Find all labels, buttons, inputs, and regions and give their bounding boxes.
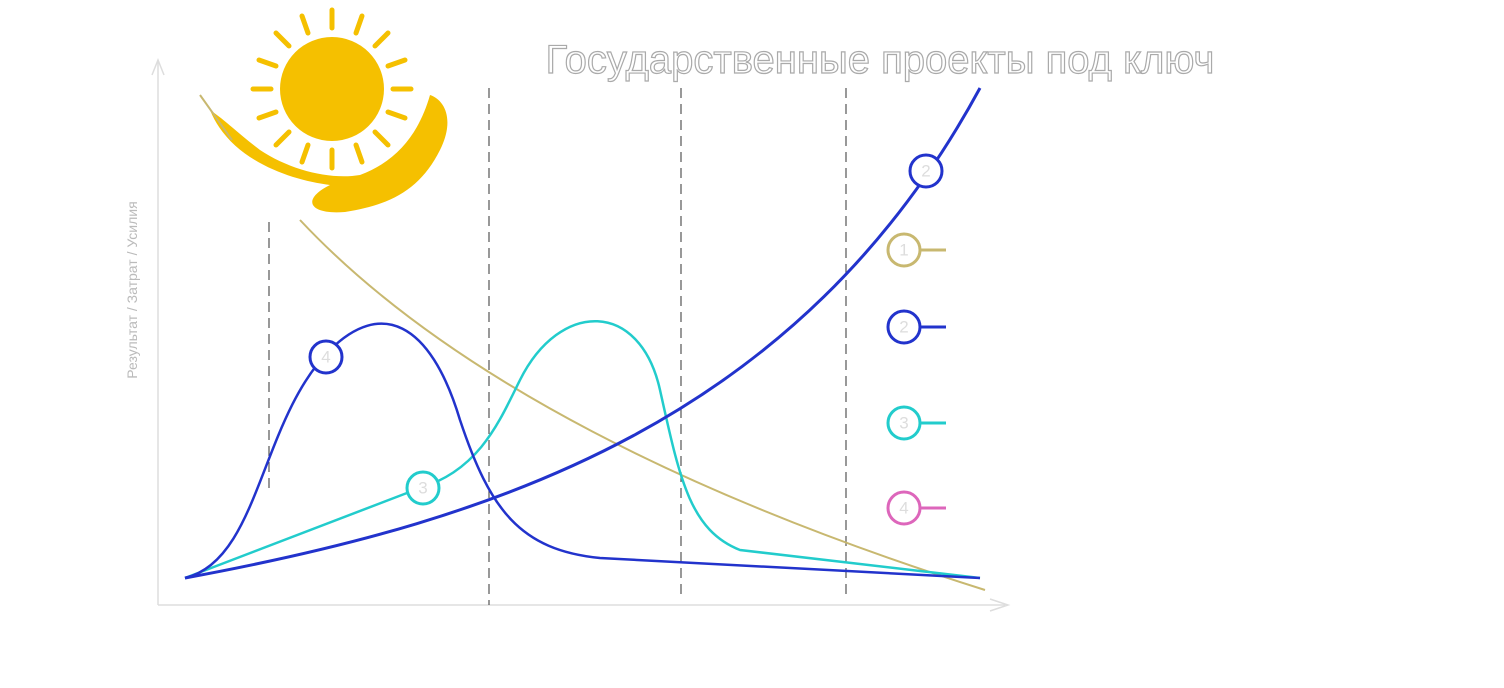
axes: [151, 57, 1011, 612]
y-axis-label: Результат / Затрат / Усилия: [124, 201, 140, 378]
phase-dividers: [268, 88, 847, 605]
curve-markers: 2 4 3: [308, 153, 944, 506]
curves: [184, 87, 986, 591]
legend-label: 3: [899, 414, 908, 433]
legend-label: 1: [899, 241, 908, 260]
legend-label: 4: [899, 499, 908, 518]
curve-marker: 4: [321, 348, 330, 367]
curve-marker: 3: [418, 479, 427, 498]
emblem: [210, 7, 448, 213]
legend: 1 2 3 4: [886, 232, 946, 526]
title: Государственные проекты под ключ: [546, 38, 1215, 82]
curve-marker: 2: [921, 162, 930, 181]
legend-label: 2: [899, 318, 908, 337]
